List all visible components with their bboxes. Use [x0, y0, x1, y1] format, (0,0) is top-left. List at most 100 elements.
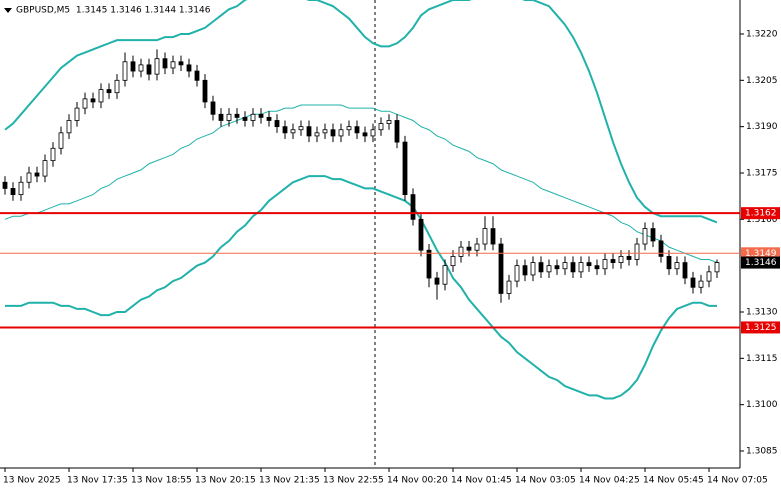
candle-body	[698, 280, 704, 288]
candle-body	[578, 262, 584, 273]
candle-body	[610, 259, 616, 263]
candle-body	[274, 120, 280, 128]
candle-body	[450, 255, 456, 267]
candle-body	[162, 58, 168, 69]
y-tick-label: 1.3085	[746, 447, 778, 457]
candle-body	[538, 262, 544, 273]
band-lower	[5, 175, 717, 400]
y-tick-label: 1.3205	[746, 76, 778, 86]
candle-body	[514, 265, 520, 282]
candle-body	[226, 113, 232, 121]
level-tag	[741, 321, 780, 334]
candle-body	[554, 265, 560, 270]
candle-body	[362, 132, 368, 137]
candle-body	[506, 280, 512, 294]
candle-body	[562, 262, 568, 270]
candle-body	[138, 64, 144, 72]
candle-body	[34, 172, 40, 177]
candle-body	[90, 98, 96, 103]
price-label: 1.3146	[745, 258, 777, 268]
candle-body	[434, 277, 440, 285]
x-tick-label: 13 Nov 17:35	[67, 476, 128, 486]
candle-body	[306, 126, 312, 137]
candle-body	[466, 246, 472, 251]
x-tick-label: 13 Nov 2025	[3, 476, 61, 486]
candle-body	[210, 101, 216, 115]
candle-body	[594, 265, 600, 270]
y-tick-label: 1.3115	[746, 354, 778, 364]
y-tick-label: 1.3175	[746, 168, 778, 178]
candle-body	[458, 246, 464, 257]
candle-body	[258, 113, 264, 118]
candle-body	[626, 255, 632, 260]
candle-body	[122, 61, 128, 81]
candle-body	[490, 228, 496, 245]
candle-body	[266, 116, 272, 121]
candle-body	[2, 181, 8, 189]
candle-body	[170, 61, 176, 69]
candle-body	[674, 262, 680, 270]
candle-body	[714, 262, 720, 273]
x-tick-label: 13 Nov 20:15	[195, 476, 256, 486]
candle-body	[10, 188, 16, 196]
candle-body	[314, 132, 320, 137]
candle-body	[442, 265, 448, 285]
candle-body	[394, 120, 400, 143]
candle-body	[322, 129, 328, 134]
plot	[2, 0, 720, 400]
level-label: 1.3162	[745, 209, 777, 219]
x-tick-label: 14 Nov 07:05	[707, 476, 768, 486]
candle-body	[666, 255, 672, 270]
candle-body	[370, 129, 376, 137]
y-tick-label: 1.3160	[746, 215, 778, 225]
candle-body	[378, 123, 384, 131]
candle-body	[74, 107, 80, 121]
candle-body	[66, 120, 72, 134]
candle-body	[130, 61, 136, 72]
y-tick-label: 1.3100	[746, 400, 778, 410]
level-label: 1.3149	[745, 249, 777, 259]
candle-body	[202, 79, 208, 103]
level-tag	[741, 247, 780, 260]
candle-body	[690, 277, 696, 288]
candle-body	[298, 126, 304, 131]
candle-body	[98, 89, 104, 103]
candle-body	[50, 147, 56, 162]
candle-body	[186, 64, 192, 72]
band-middle	[4, 104, 718, 264]
x-tick-label: 13 Nov 21:35	[259, 476, 320, 486]
candle-body	[346, 126, 352, 131]
candle-body	[426, 249, 432, 279]
candle-body	[146, 64, 152, 75]
candle-body	[330, 129, 336, 137]
candle-body	[410, 194, 416, 220]
candle-body	[418, 218, 424, 251]
y-tick-label: 1.3220	[746, 29, 778, 39]
band-upper	[4, 0, 718, 224]
candle-body	[82, 98, 88, 109]
candle-body	[42, 160, 48, 177]
y-tick-label: 1.3130	[746, 308, 778, 318]
candle-body	[570, 262, 576, 273]
candle-body	[634, 243, 640, 260]
candle-body	[498, 243, 504, 294]
candle-body	[482, 228, 488, 245]
y-tick-label: 1.3190	[746, 122, 778, 132]
candle-body	[58, 132, 64, 149]
candle-body	[682, 262, 688, 279]
x-tick-label: 13 Nov 18:55	[131, 476, 192, 486]
level-label: 1.3125	[745, 323, 777, 333]
candle-body	[282, 126, 288, 134]
x-tick-label: 14 Nov 00:20	[387, 476, 448, 486]
candle-body	[530, 262, 536, 276]
price-tag	[741, 256, 780, 269]
candle-body	[154, 58, 160, 75]
candle-body	[290, 129, 296, 134]
x-tick-label: 14 Nov 04:25	[579, 476, 640, 486]
x-tick-label: 14 Nov 03:05	[515, 476, 576, 486]
candle-body	[546, 265, 552, 273]
candle-body	[658, 240, 664, 257]
candle-body	[194, 70, 200, 81]
